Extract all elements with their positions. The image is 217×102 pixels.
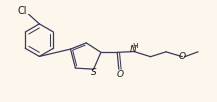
Text: H: H [132,43,138,49]
Text: S: S [91,68,97,78]
Text: O: O [116,70,123,79]
Text: N: N [130,45,137,54]
Text: O: O [179,52,186,61]
Text: Cl: Cl [18,6,27,16]
